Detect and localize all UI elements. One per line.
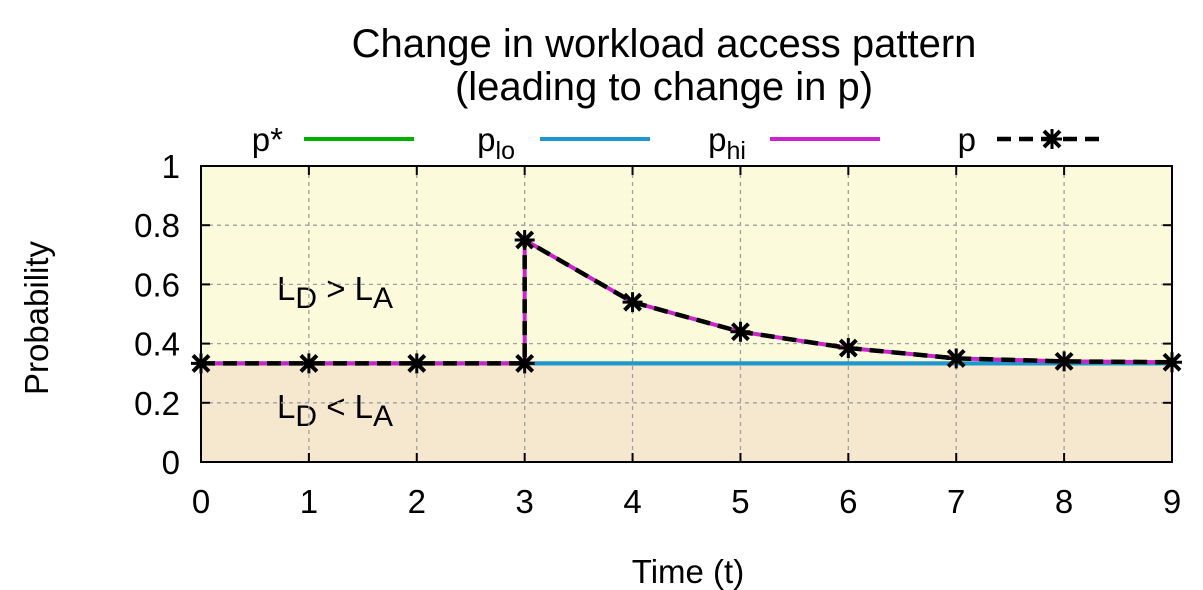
legend-item-p*: p*: [252, 121, 414, 158]
legend-label-main: p: [958, 121, 976, 158]
series-line-p: [201, 237, 1173, 366]
region-label-part: D: [295, 400, 317, 433]
chart-title-line-1: Change in workload access pattern: [352, 22, 977, 66]
region-label-part: L: [277, 388, 295, 425]
legend-label: phi: [708, 121, 746, 165]
data-point-marker: [730, 321, 751, 342]
data-point-marker: [514, 230, 535, 250]
region-label-part: A: [373, 400, 393, 433]
data-point-marker: [514, 353, 535, 374]
y-tick-label: 0.6: [134, 266, 180, 303]
region-label-part: D: [295, 282, 317, 315]
x-tick-label: 6: [839, 483, 857, 520]
region-label-part: > L: [317, 270, 373, 307]
y-tick-label: 0: [162, 444, 180, 481]
x-tick-label: 9: [1163, 483, 1181, 520]
legend-label-main: p*: [252, 121, 283, 158]
legend-label: p: [958, 121, 976, 158]
x-tick-label: 0: [192, 483, 210, 520]
region-label-upper: LD > LA: [277, 270, 393, 315]
legend-item-p: p: [958, 121, 1107, 158]
data-point-marker: [1054, 351, 1075, 372]
y-tick-label: 0.4: [134, 326, 180, 363]
plot-frame: [200, 165, 1173, 463]
region-upper: [201, 166, 1172, 364]
data-point-marker: [946, 348, 967, 369]
chart-title-line-2: (leading to change in p): [455, 65, 873, 109]
data-point-marker: [838, 338, 859, 359]
data-point-marker: [298, 353, 319, 374]
region-label-part: L: [277, 270, 295, 307]
region-label-part: A: [373, 282, 393, 315]
y-axis-label: Probability: [18, 240, 55, 395]
data-point-marker: [622, 292, 643, 313]
legend-label-sub: lo: [496, 137, 515, 165]
legend-label-main: p: [708, 121, 726, 158]
x-tick-label: 3: [515, 483, 533, 520]
x-tick-label: 7: [947, 483, 965, 520]
legend-label-main: p: [477, 121, 495, 158]
legend-label: plo: [477, 121, 515, 165]
region-lower: [201, 363, 1172, 462]
x-tick-label: 4: [623, 483, 641, 520]
x-tick-label: 2: [408, 483, 426, 520]
x-tick-label: 5: [731, 483, 749, 520]
legend-label: p*: [252, 121, 283, 158]
y-tick-label: 0.8: [134, 207, 180, 244]
x-tick-label: 1: [300, 483, 318, 520]
legend-item-plo: plo: [477, 121, 650, 165]
x-tick-label: 8: [1055, 483, 1073, 520]
y-tick-label: 0.2: [134, 385, 180, 422]
x-axis-label: Time (t): [632, 553, 744, 590]
region-label-part: < L: [317, 388, 373, 425]
legend-label-sub: hi: [727, 137, 746, 165]
y-tick-label: 1: [162, 148, 180, 185]
region-label-lower: LD < LA: [277, 388, 393, 433]
data-point-marker: [406, 353, 427, 374]
legend-item-phi: phi: [708, 121, 880, 165]
